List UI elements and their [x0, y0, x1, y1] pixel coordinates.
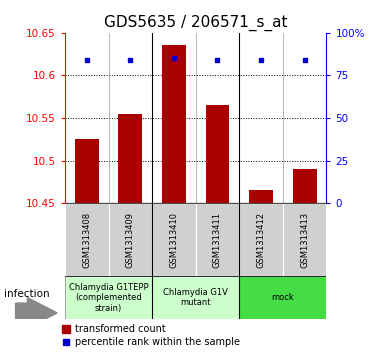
Bar — [162, 45, 186, 203]
Bar — [293, 169, 317, 203]
Bar — [196, 203, 239, 276]
Bar — [239, 276, 326, 319]
Bar — [249, 191, 273, 203]
Text: Chlamydia G1V
mutant: Chlamydia G1V mutant — [163, 288, 228, 307]
Text: GSM1313412: GSM1313412 — [257, 212, 266, 268]
Bar — [65, 276, 152, 319]
Bar — [239, 203, 283, 276]
Bar — [109, 203, 152, 276]
Text: mock: mock — [272, 293, 294, 302]
Title: GDS5635 / 206571_s_at: GDS5635 / 206571_s_at — [104, 15, 288, 31]
Text: GSM1313413: GSM1313413 — [300, 212, 309, 268]
Text: infection: infection — [4, 289, 49, 299]
Bar — [152, 203, 196, 276]
Text: Chlamydia G1TEPP
(complemented
strain): Chlamydia G1TEPP (complemented strain) — [69, 283, 148, 313]
Bar — [75, 139, 99, 203]
Text: GSM1313410: GSM1313410 — [170, 212, 178, 268]
Bar — [152, 276, 239, 319]
Text: GSM1313409: GSM1313409 — [126, 212, 135, 268]
Text: GSM1313411: GSM1313411 — [213, 212, 222, 268]
Bar — [283, 203, 326, 276]
Bar — [118, 114, 142, 203]
Bar — [65, 203, 109, 276]
Legend: transformed count, percentile rank within the sample: transformed count, percentile rank withi… — [62, 324, 240, 347]
Text: GSM1313408: GSM1313408 — [82, 212, 91, 268]
FancyArrow shape — [16, 298, 57, 328]
Bar — [206, 105, 230, 203]
